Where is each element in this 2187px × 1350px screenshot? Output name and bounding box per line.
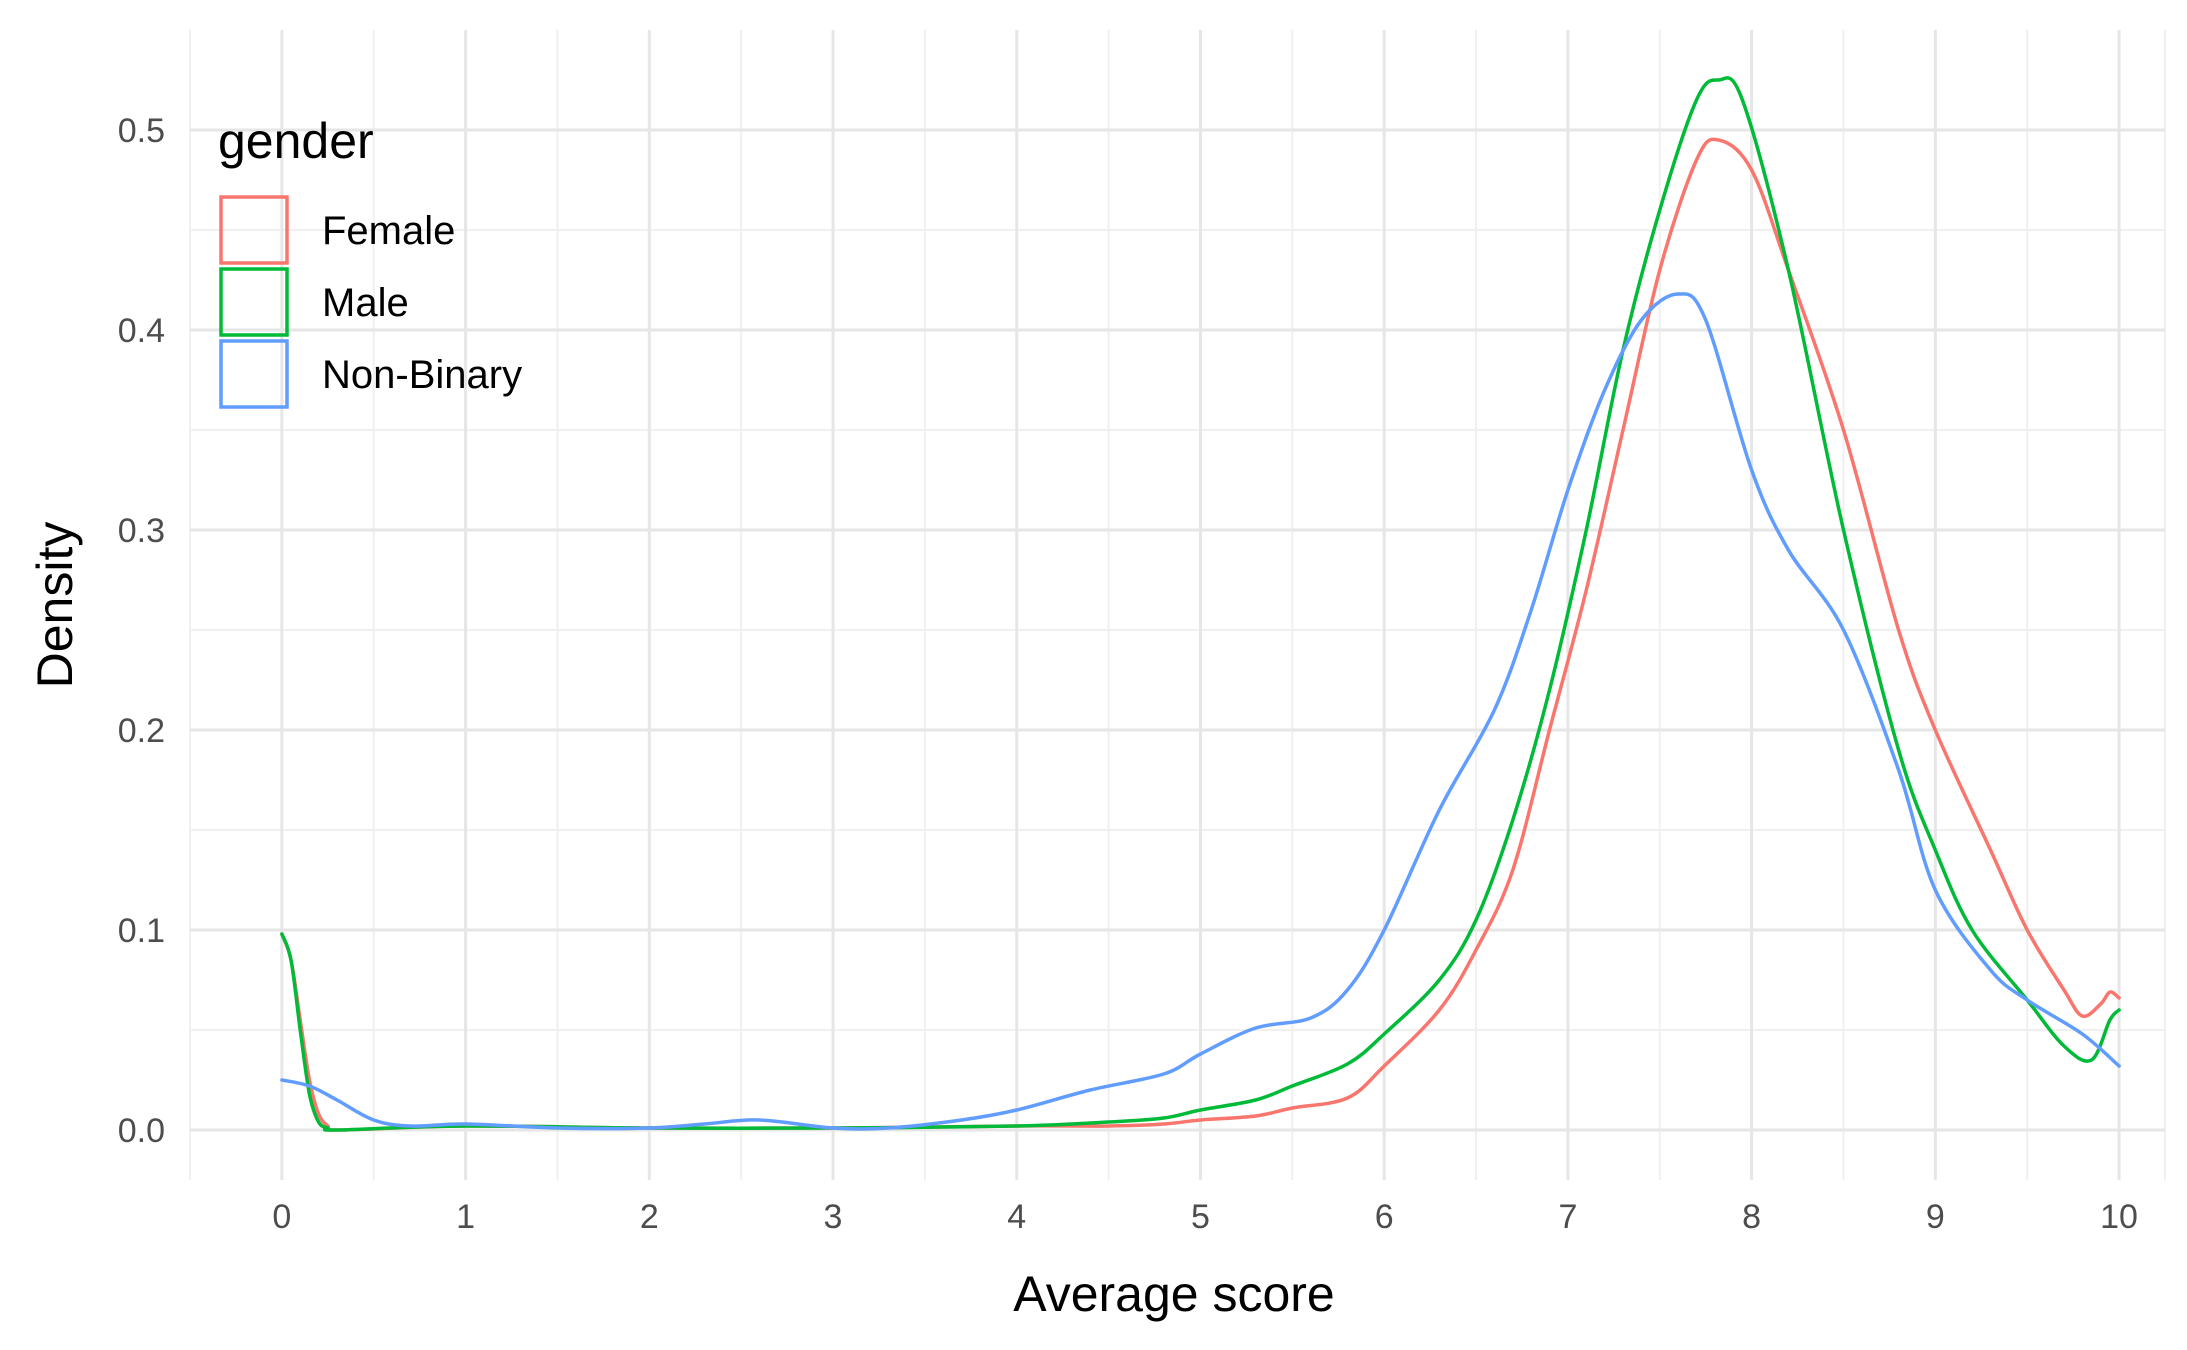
legend-label-female: Female: [322, 209, 455, 253]
x-tick-label: 9: [1926, 1198, 1945, 1236]
y-tick-label: 0.1: [118, 912, 165, 950]
legend-key-non-binary: [219, 339, 289, 409]
x-tick-label: 4: [1007, 1198, 1026, 1236]
x-tick-label: 2: [640, 1198, 659, 1236]
x-tick-label: 7: [1558, 1198, 1577, 1236]
y-tick-label: 0.4: [118, 312, 165, 350]
series-line-male: [280, 76, 2121, 1132]
minor-gridlines: [189, 30, 2166, 1180]
major-gridlines: [190, 30, 2165, 1180]
x-tick-label: 0: [272, 1198, 291, 1236]
legend-label-non-binary: Non-Binary: [322, 353, 522, 397]
x-tick-label: 10: [2100, 1198, 2138, 1236]
legend: gender Female Male Non-Binary: [218, 113, 522, 409]
legend-key-female: [219, 195, 289, 265]
y-tick-label: 0.2: [118, 712, 165, 750]
legend-key-male: [219, 267, 289, 337]
y-tick-label: 0.3: [118, 512, 165, 550]
x-axis-tick-labels: 0 1 2 3 4 5 6 7 8 9 10: [272, 1198, 2138, 1236]
legend-title: gender: [218, 113, 374, 169]
legend-entries: Female Male Non-Binary: [219, 195, 522, 409]
y-tick-label: 0.0: [118, 1112, 165, 1150]
x-axis-title: Average score: [1013, 1266, 1334, 1322]
legend-label-male: Male: [322, 281, 409, 325]
x-tick-label: 8: [1742, 1198, 1761, 1236]
series-line-non-binary: [280, 292, 2121, 1131]
x-tick-label: 1: [456, 1198, 475, 1236]
y-tick-label: 0.5: [118, 112, 165, 150]
x-tick-label: 3: [824, 1198, 843, 1236]
density-series: [280, 76, 2121, 1132]
x-tick-label: 6: [1375, 1198, 1394, 1236]
y-axis-title: Density: [27, 522, 83, 689]
y-axis-tick-labels: 0.0 0.1 0.2 0.3 0.4 0.5: [118, 112, 165, 1150]
x-tick-label: 5: [1191, 1198, 1210, 1236]
